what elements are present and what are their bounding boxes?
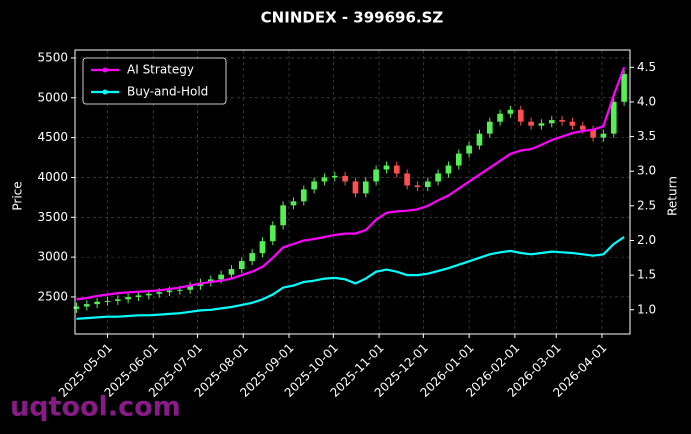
- y2-tick-label: 3.0: [637, 164, 656, 178]
- y-tick-label: 3000: [37, 250, 68, 264]
- y2-tick-label: 1.5: [637, 268, 656, 282]
- candle-body: [569, 121, 576, 126]
- candle-body: [156, 292, 162, 294]
- candle-body: [486, 121, 493, 134]
- candle-body: [114, 299, 121, 301]
- candle-body: [280, 205, 286, 226]
- legend-label: AI Strategy: [127, 63, 194, 77]
- candle-body: [135, 295, 142, 297]
- candle-body: [362, 181, 369, 194]
- candle-body: [579, 125, 586, 130]
- candle-body: [476, 133, 483, 146]
- candle-body: [342, 175, 348, 182]
- candle-body: [249, 253, 255, 262]
- candle-body: [559, 120, 565, 122]
- candle-body: [373, 169, 379, 182]
- candle-body: [187, 285, 193, 290]
- candle-body: [621, 73, 627, 102]
- candle-body: [290, 201, 297, 206]
- y-tick-label: 2500: [37, 289, 68, 303]
- candle-body: [238, 261, 245, 270]
- plot-frame: [74, 49, 631, 335]
- candle-body: [83, 304, 90, 307]
- candle-body: [517, 109, 524, 122]
- candle-body: [538, 123, 545, 126]
- candle-body: [125, 296, 131, 300]
- candle-body: [94, 301, 100, 305]
- candle-body: [269, 225, 276, 242]
- candle-body: [311, 181, 317, 190]
- candle-body: [600, 133, 607, 138]
- y2-tick-label: 4.5: [637, 60, 656, 74]
- candle-body: [507, 109, 514, 114]
- candle-body: [393, 165, 400, 174]
- y-tick-label: 3500: [37, 210, 68, 224]
- y2-tick-label: 3.5: [637, 129, 656, 143]
- candle-body: [424, 181, 431, 188]
- y-tick-label: 5000: [37, 90, 68, 104]
- candle-body: [414, 185, 421, 188]
- candle-body: [145, 293, 152, 296]
- candle-body: [218, 274, 224, 280]
- candle-body: [610, 101, 617, 134]
- legend-marker: [102, 89, 108, 95]
- candle-body: [321, 177, 328, 182]
- candle-body: [383, 165, 390, 170]
- candle-body: [497, 113, 503, 122]
- candle-body: [166, 290, 173, 293]
- candle-body: [259, 241, 266, 254]
- candle-body: [404, 173, 410, 186]
- legend-label: Buy-and-Hold: [127, 85, 208, 99]
- series-line: [76, 236, 625, 320]
- legend-marker: [102, 67, 108, 73]
- watermark: uqtool.com: [10, 392, 181, 423]
- y2-tick-label: 1.0: [637, 302, 656, 316]
- candle-body: [435, 173, 441, 182]
- candle-body: [176, 289, 183, 291]
- candle-body: [228, 269, 235, 275]
- y2-tick-label: 2.0: [637, 233, 656, 247]
- candle-body: [528, 121, 534, 126]
- candle-body: [331, 175, 338, 178]
- candle-body: [445, 165, 452, 174]
- y-axis-label: Price: [11, 181, 25, 210]
- candle-body: [300, 189, 307, 202]
- candle-body: [104, 300, 111, 302]
- y-tick-label: 4000: [37, 170, 68, 184]
- y-tick-label: 4500: [37, 130, 68, 144]
- candle-body: [548, 120, 555, 124]
- candle-body: [590, 129, 596, 138]
- candle-body: [73, 306, 80, 309]
- y2-tick-label: 4.0: [637, 94, 656, 108]
- candle-body: [455, 153, 462, 166]
- chart-title: CNINDEX - 399696.SZ: [261, 9, 444, 27]
- series-line: [76, 66, 626, 301]
- y2-tick-label: 2.5: [637, 198, 656, 212]
- candle-body: [352, 181, 359, 194]
- y2-axis-label: Return: [666, 176, 680, 216]
- y-tick-label: 5500: [37, 50, 68, 64]
- candle-body: [466, 145, 472, 154]
